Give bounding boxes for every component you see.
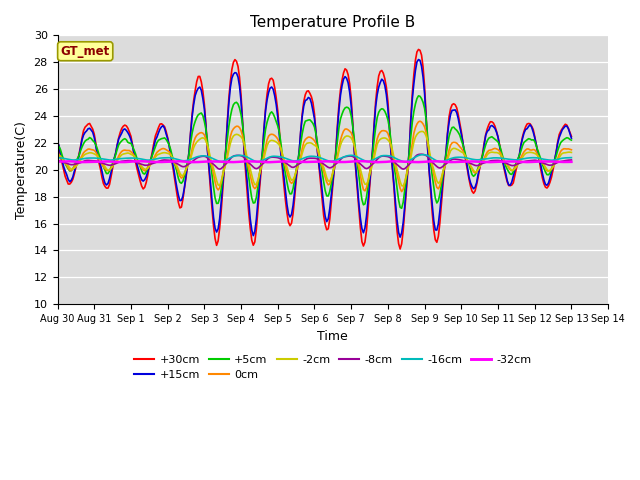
-16cm [459, 155, 467, 160]
0cm [465, 160, 473, 166]
-8cm [448, 156, 456, 162]
+30cm [448, 102, 456, 108]
+15cm [568, 135, 575, 141]
-8cm [216, 166, 223, 172]
-8cm [459, 157, 467, 163]
+15cm [65, 177, 72, 182]
-16cm [465, 156, 473, 161]
Text: GT_met: GT_met [61, 45, 110, 58]
0cm [568, 147, 575, 153]
+30cm [415, 47, 422, 52]
+15cm [212, 229, 220, 235]
+15cm [415, 57, 422, 62]
+30cm [65, 181, 72, 187]
Line: -16cm: -16cm [58, 155, 572, 162]
-16cm [419, 152, 427, 157]
+5cm [65, 166, 72, 172]
+5cm [415, 93, 422, 99]
-2cm [65, 163, 72, 168]
+5cm [337, 116, 344, 122]
Legend: +30cm, +15cm, +5cm, 0cm, -2cm, -8cm, -16cm, -32cm: +30cm, +15cm, +5cm, 0cm, -2cm, -8cm, -16… [129, 350, 536, 385]
Line: 0cm: 0cm [58, 121, 572, 192]
-2cm [459, 150, 467, 156]
Title: Temperature Profile B: Temperature Profile B [250, 15, 415, 30]
+15cm [396, 234, 404, 240]
-8cm [418, 151, 426, 157]
+30cm [54, 138, 61, 144]
-32cm [372, 159, 380, 165]
-8cm [338, 155, 346, 161]
-8cm [568, 157, 575, 163]
0cm [212, 185, 220, 191]
+30cm [396, 246, 404, 252]
0cm [398, 189, 406, 194]
+30cm [212, 242, 220, 248]
-32cm [448, 159, 456, 165]
+5cm [465, 161, 473, 167]
-32cm [465, 158, 473, 164]
0cm [337, 137, 344, 143]
+5cm [54, 143, 61, 148]
-8cm [54, 158, 61, 164]
+30cm [568, 133, 575, 139]
-8cm [212, 164, 220, 170]
+15cm [465, 174, 473, 180]
-16cm [65, 156, 72, 162]
-2cm [418, 129, 426, 134]
Line: -32cm: -32cm [58, 161, 572, 162]
-32cm [212, 158, 220, 164]
+5cm [448, 125, 456, 131]
0cm [65, 165, 72, 171]
Line: -2cm: -2cm [58, 132, 572, 186]
-2cm [54, 151, 61, 157]
0cm [459, 148, 467, 154]
-16cm [54, 155, 61, 160]
+15cm [448, 108, 456, 113]
-32cm [356, 158, 364, 164]
+30cm [459, 139, 467, 144]
-2cm [337, 142, 344, 148]
0cm [448, 140, 456, 146]
-2cm [448, 146, 456, 152]
-8cm [65, 161, 72, 167]
-16cm [568, 155, 575, 160]
-2cm [465, 160, 473, 166]
-2cm [568, 150, 575, 156]
+5cm [212, 201, 220, 206]
+5cm [459, 142, 467, 147]
-32cm [65, 158, 72, 164]
X-axis label: Time: Time [317, 330, 348, 343]
+5cm [568, 137, 575, 143]
Line: -8cm: -8cm [58, 154, 572, 169]
-32cm [54, 159, 61, 165]
Y-axis label: Temperature(C): Temperature(C) [15, 121, 28, 219]
-16cm [254, 159, 262, 165]
+15cm [54, 138, 61, 144]
0cm [54, 151, 61, 156]
0cm [416, 119, 424, 124]
-16cm [212, 157, 220, 163]
+30cm [465, 176, 473, 181]
-16cm [448, 155, 456, 161]
Line: +5cm: +5cm [58, 96, 572, 208]
+30cm [337, 87, 344, 93]
-32cm [459, 159, 467, 165]
-32cm [337, 159, 344, 165]
-16cm [338, 155, 346, 160]
-2cm [212, 178, 220, 183]
Line: +30cm: +30cm [58, 49, 572, 249]
Line: +15cm: +15cm [58, 60, 572, 237]
-2cm [399, 183, 407, 189]
+15cm [459, 139, 467, 145]
+5cm [398, 205, 406, 211]
-8cm [465, 160, 473, 166]
+15cm [337, 93, 344, 98]
-32cm [568, 159, 575, 165]
